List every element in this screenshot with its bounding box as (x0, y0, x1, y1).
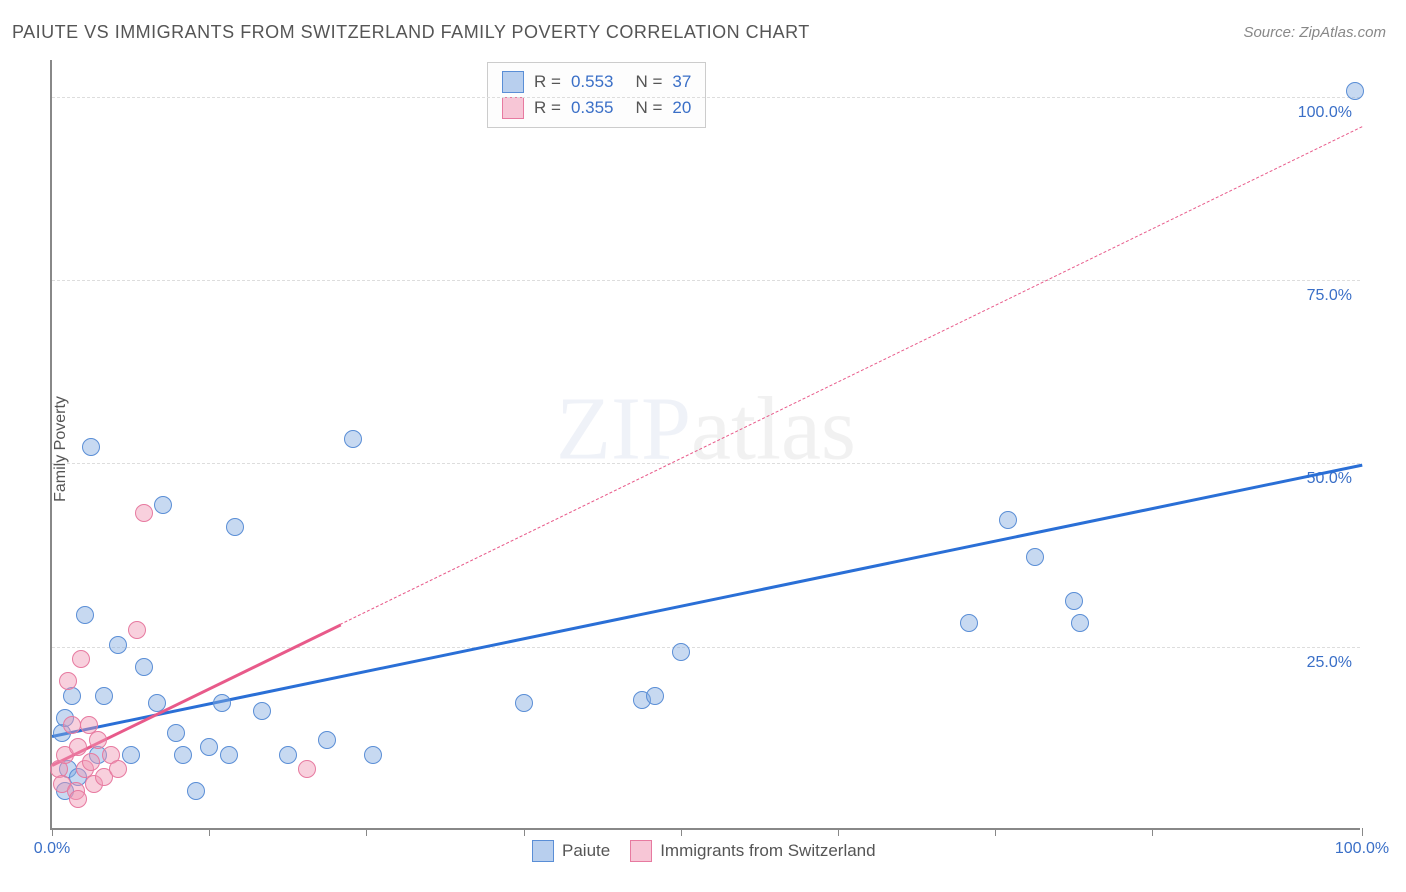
data-point (364, 746, 382, 764)
data-point (122, 746, 140, 764)
data-point (298, 760, 316, 778)
data-point (89, 731, 107, 749)
legend-bottom: Paiute Immigrants from Switzerland (532, 840, 876, 862)
data-point (999, 511, 1017, 529)
chart-title: PAIUTE VS IMMIGRANTS FROM SWITZERLAND FA… (12, 22, 810, 43)
data-point (174, 746, 192, 764)
data-point (167, 724, 185, 742)
data-point (213, 694, 231, 712)
xtick-mark (209, 828, 210, 836)
data-point (220, 746, 238, 764)
gridline (52, 97, 1360, 98)
trendline-dash-immigrants-from-switzerland (340, 126, 1362, 625)
gridline (52, 463, 1360, 464)
data-point (82, 753, 100, 771)
data-point (69, 790, 87, 808)
xtick-mark (52, 828, 53, 836)
watermark: ZIPatlas (556, 377, 856, 480)
data-point (72, 650, 90, 668)
data-point (344, 430, 362, 448)
data-point (187, 782, 205, 800)
data-point (1071, 614, 1089, 632)
data-point (1065, 592, 1083, 610)
data-point (1026, 548, 1044, 566)
data-point (109, 760, 127, 778)
ytick-label: 75.0% (1307, 287, 1352, 305)
stats-legend: R = 0.553 N = 37 R = 0.355 N = 20 (487, 62, 706, 128)
data-point (95, 687, 113, 705)
data-point (82, 438, 100, 456)
gridline (52, 280, 1360, 281)
xtick-mark (524, 828, 525, 836)
data-point (226, 518, 244, 536)
data-point (154, 496, 172, 514)
swatch-paiute (502, 71, 524, 93)
data-point (128, 621, 146, 639)
data-point (318, 731, 336, 749)
trendline-paiute (52, 463, 1362, 737)
data-point (646, 687, 664, 705)
xtick-label: 100.0% (1335, 840, 1389, 858)
xtick-label: 0.0% (34, 840, 70, 858)
swatch-switzerland (502, 97, 524, 119)
data-point (135, 658, 153, 676)
chart-container: PAIUTE VS IMMIGRANTS FROM SWITZERLAND FA… (0, 0, 1406, 892)
xtick-mark (366, 828, 367, 836)
data-point (135, 504, 153, 522)
data-point (960, 614, 978, 632)
xtick-mark (1152, 828, 1153, 836)
swatch-paiute-icon (532, 840, 554, 862)
data-point (672, 643, 690, 661)
legend-item-switzerland: Immigrants from Switzerland (630, 840, 875, 862)
stats-row-switzerland: R = 0.355 N = 20 (502, 95, 691, 121)
ytick-label: 25.0% (1307, 654, 1352, 672)
xtick-mark (838, 828, 839, 836)
data-point (76, 606, 94, 624)
data-point (200, 738, 218, 756)
stats-row-paiute: R = 0.553 N = 37 (502, 69, 691, 95)
xtick-mark (995, 828, 996, 836)
gridline (52, 647, 1360, 648)
xtick-mark (681, 828, 682, 836)
data-point (279, 746, 297, 764)
plot-area: ZIPatlas R = 0.553 N = 37 R = 0.355 N = … (50, 60, 1360, 830)
data-point (109, 636, 127, 654)
source-attribution: Source: ZipAtlas.com (1243, 24, 1386, 41)
xtick-mark (1362, 828, 1363, 836)
legend-item-paiute: Paiute (532, 840, 610, 862)
ytick-label: 100.0% (1298, 104, 1352, 122)
data-point (253, 702, 271, 720)
swatch-switzerland-icon (630, 840, 652, 862)
data-point (69, 738, 87, 756)
data-point (1346, 82, 1364, 100)
data-point (63, 716, 81, 734)
data-point (59, 672, 77, 690)
data-point (515, 694, 533, 712)
